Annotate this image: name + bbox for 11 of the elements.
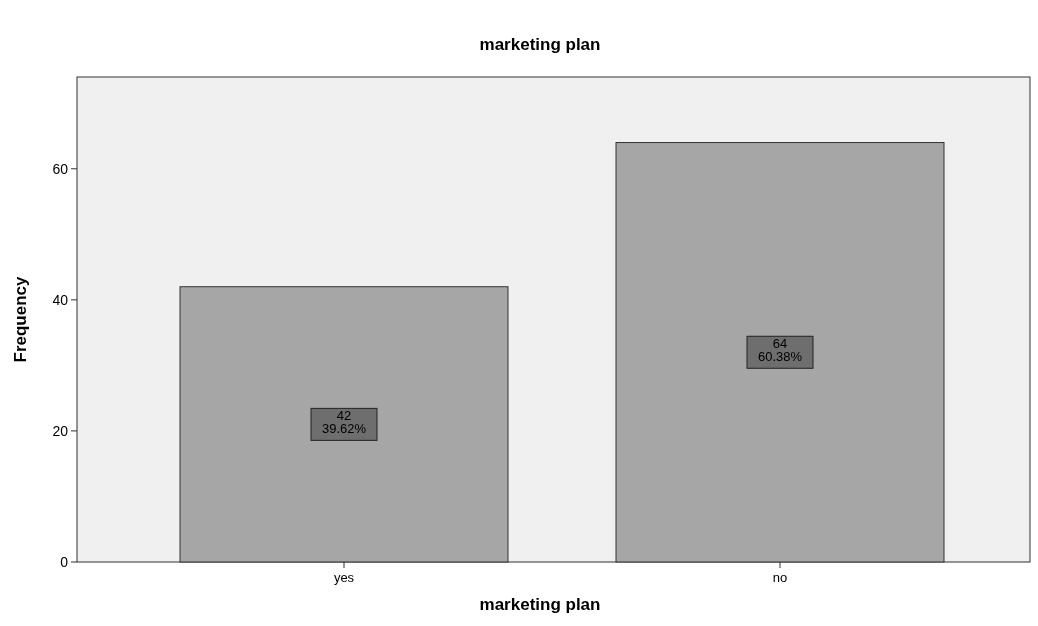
chart-title: marketing plan — [479, 35, 601, 54]
y-axis-title: Frequency — [11, 275, 30, 363]
x-tick-label: yes — [333, 570, 355, 585]
y-tick-label: 60 — [52, 160, 69, 177]
x-axis-title: marketing plan — [479, 595, 601, 614]
x-tick-label: no — [772, 570, 788, 585]
y-tick-label: 40 — [52, 291, 69, 308]
data-label: 42 39.62% — [321, 407, 367, 436]
y-tick-label: 0 — [60, 554, 69, 570]
y-tick-label: 20 — [52, 422, 69, 439]
data-label: 64 60.38% — [757, 335, 803, 364]
